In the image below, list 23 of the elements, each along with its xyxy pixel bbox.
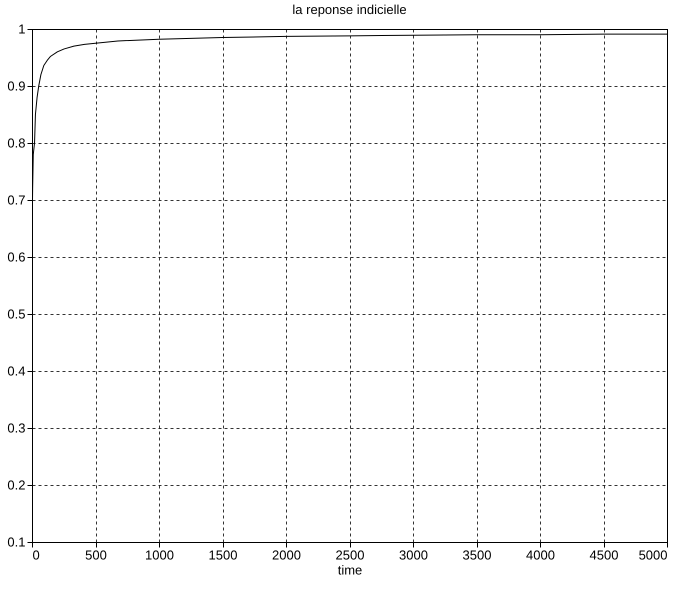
chart-title: la reponse indicielle bbox=[292, 2, 407, 17]
x-tick-label: 2000 bbox=[272, 548, 301, 562]
x-tick-label: 1500 bbox=[208, 548, 238, 562]
y-tick-label: 0.8 bbox=[7, 136, 26, 150]
y-tick-label: 0.9 bbox=[7, 78, 26, 94]
x-tick-label: 1000 bbox=[145, 548, 174, 562]
y-tick-label: 0.2 bbox=[7, 478, 26, 492]
y-tick-label: 0.4 bbox=[7, 364, 26, 378]
y-tick-label: 1 bbox=[18, 22, 26, 36]
x-tick-label: 0 bbox=[32, 548, 40, 562]
x-tick-label: 2500 bbox=[336, 548, 364, 562]
x-axis-title: time bbox=[338, 562, 362, 578]
x-tick-label: 4000 bbox=[526, 548, 555, 562]
x-tick-label: 3500 bbox=[462, 548, 492, 562]
y-tick-label: 0.5 bbox=[7, 306, 26, 322]
x-tick-label: 4500 bbox=[590, 548, 618, 562]
x-tick-label: 5000 bbox=[638, 548, 668, 562]
y-tick-label: 0.3 bbox=[7, 420, 26, 436]
x-tick-label: 3000 bbox=[399, 548, 428, 562]
y-tick-label: 0.1 bbox=[7, 534, 26, 550]
x-tick-label: 500 bbox=[85, 548, 107, 562]
y-tick-label: 0.6 bbox=[7, 250, 26, 264]
y-tick-label: 0.7 bbox=[7, 192, 26, 208]
